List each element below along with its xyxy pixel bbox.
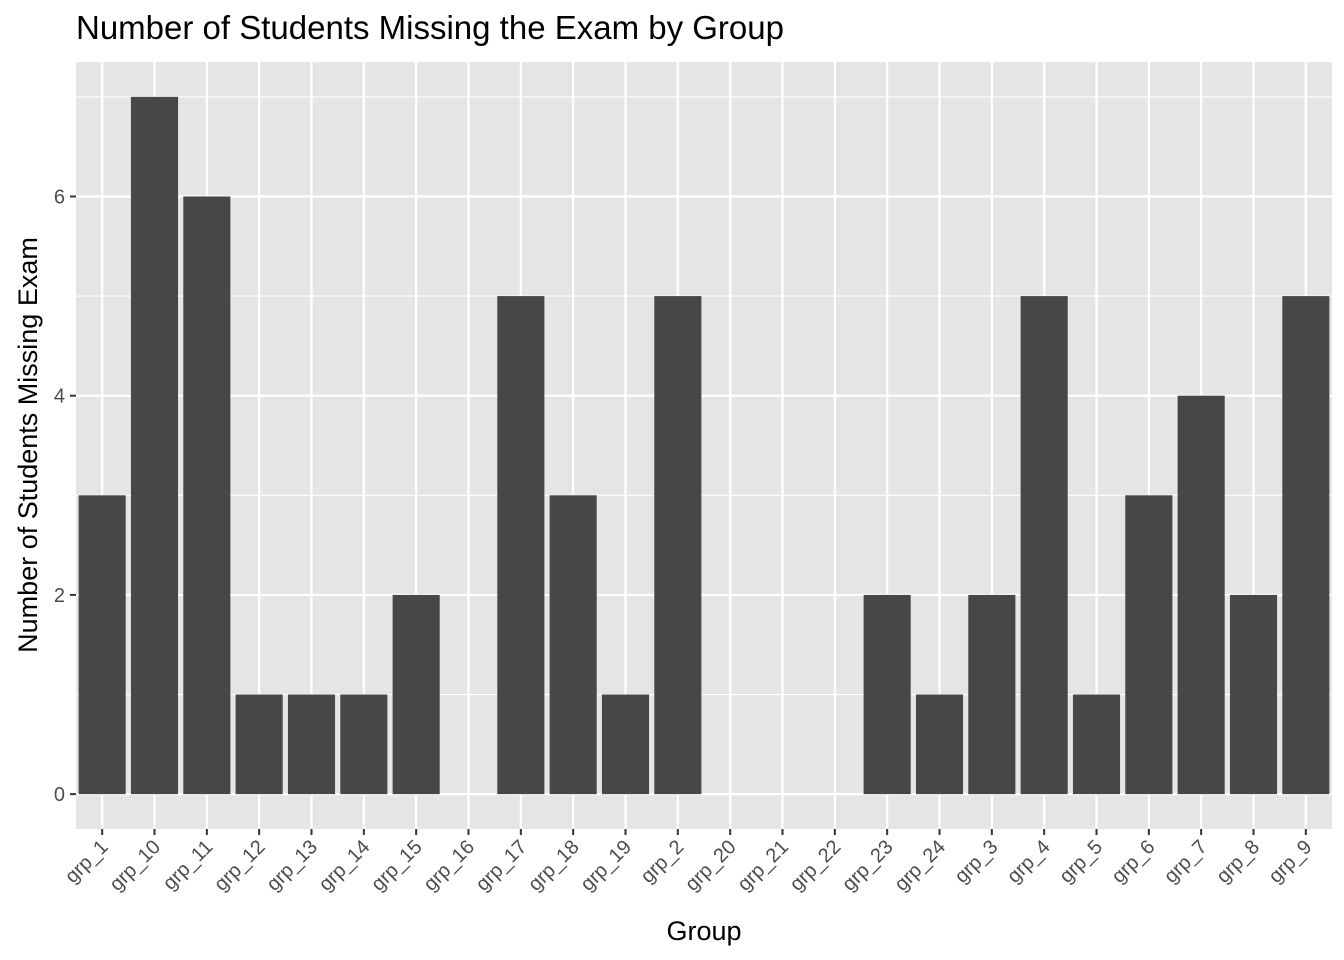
x-tick-label: grp_22 [786,836,846,896]
x-tick-label: grp_18 [524,836,584,896]
x-tick-label: grp_13 [262,836,322,896]
x-tick-label: grp_23 [838,836,898,896]
bar-grp_8 [1229,594,1278,795]
bar-grp_4 [1020,296,1068,795]
x-tick-label: grp_12 [210,836,270,896]
bar-grp_11 [183,196,231,795]
bar-grp_18 [549,495,597,795]
y-tick-label: 2 [54,585,65,607]
bar-grp_6 [1125,495,1173,795]
x-tick-label: grp_24 [890,836,950,896]
y-tick-label: 0 [54,784,65,806]
x-tick-label: grp_7 [1160,836,1212,888]
bar-grp_17 [497,296,545,795]
bar-grp_3 [968,594,1016,795]
bar-grp_15 [392,594,440,795]
x-tick-label: grp_9 [1265,836,1317,888]
x-tick-label: grp_8 [1212,836,1264,888]
x-tick-label: grp_15 [367,836,427,896]
x-tick-label: grp_19 [576,836,636,896]
grid-minor [76,96,1332,696]
x-axis: grp_1grp_10grp_11grp_12grp_13grp_14grp_1… [61,829,1316,896]
x-tick-label: grp_16 [419,836,479,896]
bar-grp_10 [130,96,179,795]
bar-grp_23 [863,594,911,795]
bar-grp_5 [1072,694,1121,795]
x-tick-label: grp_5 [1055,836,1107,888]
x-tick-label: grp_20 [681,836,741,896]
x-tick-label: grp_10 [105,836,165,896]
y-tick-label: 6 [54,186,65,208]
x-tick-label: grp_3 [951,836,1003,888]
bar-grp_14 [340,694,388,795]
bar-grp_13 [287,694,336,795]
bar-grp_7 [1177,395,1225,795]
x-tick-label: grp_6 [1108,836,1160,888]
y-axis: 0 2 4 6 [54,186,76,806]
x-tick-label: grp_4 [1003,836,1055,888]
x-tick-label: grp_14 [315,836,375,896]
x-axis-title: Group [666,916,741,946]
bar-grp_19 [601,694,650,795]
x-tick-label: grp_11 [159,836,218,895]
y-axis-title: Number of Students Missing Exam [13,237,43,653]
bar-grp_24 [915,694,964,795]
chart-title: Number of Students Missing the Exam by G… [76,9,784,46]
y-tick-label: 4 [54,386,65,408]
bar-grp_9 [1282,296,1330,795]
bars [78,96,1330,795]
x-tick-label: grp_17 [472,836,532,896]
x-tick-label: grp_21 [733,836,793,896]
bar-grp_2 [654,296,702,795]
bar-grp_12 [235,694,283,795]
bar-grp_1 [78,495,126,795]
plot-panel [76,62,1332,829]
